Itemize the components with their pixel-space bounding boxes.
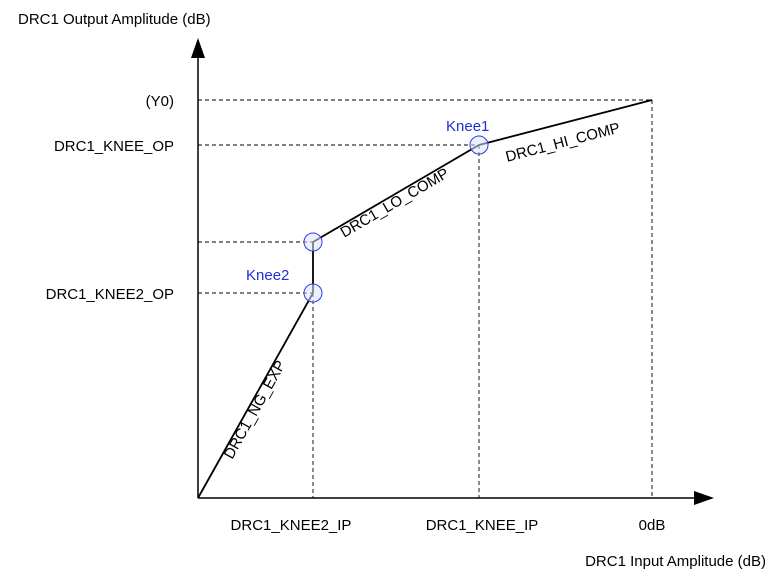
x-axis-title: DRC1 Input Amplitude (dB) bbox=[585, 553, 766, 570]
transfer-curve bbox=[197, 99, 653, 499]
zero-db-label: 0dB bbox=[639, 517, 666, 534]
y-axis-arrow bbox=[191, 38, 205, 58]
knee-op-label: DRC1_KNEE_OP bbox=[54, 138, 174, 155]
knee1-marker bbox=[469, 135, 489, 155]
lo-comp-segment-label: DRC1_LO_COMP bbox=[338, 165, 452, 242]
x-axis-arrow bbox=[694, 491, 714, 505]
ng-exp-segment-label: DRC1_NG_EXP bbox=[221, 358, 290, 462]
y-axis-title: DRC1 Output Amplitude (dB) bbox=[18, 11, 211, 28]
knee-ip-label: DRC1_KNEE_IP bbox=[426, 517, 539, 534]
knee2-label: Knee2 bbox=[246, 267, 289, 284]
knee2-op-label: DRC1_KNEE2_OP bbox=[46, 286, 174, 303]
hi-comp-segment-label: DRC1_HI_COMP bbox=[504, 120, 622, 166]
knee2-op-marker bbox=[303, 283, 323, 303]
knee2-upper-marker bbox=[303, 232, 323, 252]
y0-label: (Y0) bbox=[146, 93, 174, 110]
knee2-ip-label: DRC1_KNEE2_IP bbox=[231, 517, 352, 534]
knee1-label: Knee1 bbox=[446, 118, 489, 135]
